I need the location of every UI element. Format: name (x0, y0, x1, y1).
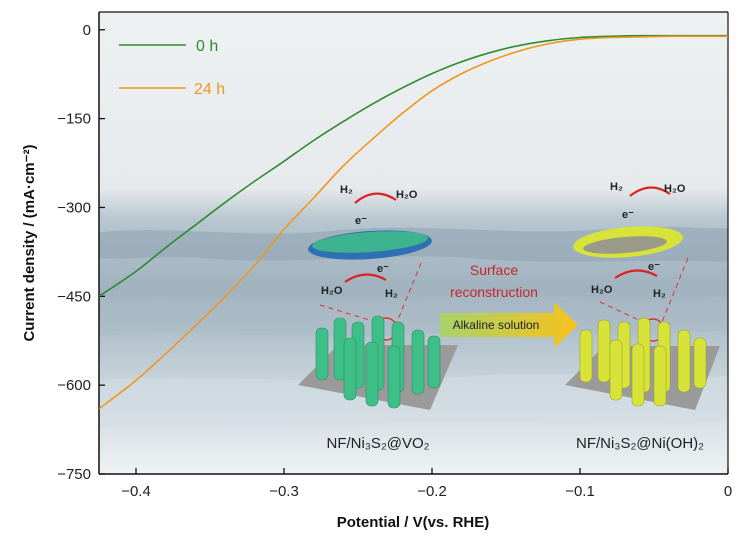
right-zoom-line-a (599, 301, 644, 323)
x-tick-label: −0.2 (417, 483, 447, 500)
y-axis-title: Current density / (mA·cm⁻²) (21, 144, 38, 341)
x-ticks: −0.4 −0.3 −0.2 −0.1 0 (121, 468, 732, 500)
left-zoom-line-a (319, 304, 377, 323)
y-tick-label: 0 (83, 22, 91, 39)
x-tick-label: 0 (724, 483, 732, 500)
right-bottom-arc (614, 269, 658, 279)
left-nanorod (308, 230, 432, 260)
y-ticks: 0 −150 −300 −450 −600 −750 (57, 22, 105, 483)
process-label-line2: reconstruction (450, 284, 538, 300)
left-e-top: e⁻ (355, 215, 367, 227)
series-line-0h (99, 34, 728, 297)
left-h2o-bottom: H₂O (321, 285, 343, 297)
right-top-arc (629, 186, 671, 197)
left-h2-bottom: H₂ (385, 288, 398, 300)
left-bottom-arc (344, 273, 387, 283)
right-nanorod (573, 226, 683, 258)
right-h2-bottom: H₂ (653, 288, 666, 300)
left-e-bottom: e⁻ (377, 263, 389, 275)
x-tick-label: −0.4 (121, 483, 151, 500)
right-e-bottom: e⁻ (648, 261, 660, 273)
x-tick-label: −0.3 (269, 483, 299, 500)
series-line-24h (99, 35, 728, 410)
x-tick-label: −0.1 (565, 483, 595, 500)
left-sample-label: NF/Ni₃S₂@VO₂ (327, 435, 430, 452)
right-electrode (565, 317, 720, 410)
left-top-arc (354, 192, 397, 204)
y-tick-label: −750 (57, 466, 91, 483)
series-layer (99, 34, 728, 410)
alkaline-arrow-label: Alkaline solution (453, 318, 540, 332)
left-h2o-top: H₂O (396, 189, 418, 201)
axes (98, 11, 729, 475)
right-h2-top: H₂ (610, 181, 623, 193)
reconstruction-schematic: H₂ H₂O e⁻ e⁻ H₂O H₂ NF/Ni₃S₂@VO₂ (298, 181, 720, 452)
right-h2o-bottom: H₂O (591, 284, 613, 296)
right-e-top: e⁻ (622, 209, 634, 221)
legend-label-0h: 0 h (196, 38, 218, 55)
right-sample-label: NF/Ni₃S₂@Ni(OH)₂ (576, 435, 704, 452)
process-label-line1: Surface (470, 262, 518, 278)
y-tick-label: −150 (57, 111, 91, 128)
legend-label-24h: 24 h (194, 81, 225, 98)
left-zoom-line-b (396, 262, 422, 323)
legend: 0 h 24 h (119, 38, 225, 98)
alkaline-arrow (440, 302, 578, 348)
y-tick-label: −600 (57, 377, 91, 394)
y-tick-label: −300 (57, 199, 91, 216)
right-zoom-line-b (661, 257, 689, 323)
x-axis-title: Potential / V(vs. RHE) (337, 514, 490, 531)
y-tick-label: −450 (57, 288, 91, 305)
left-electrode (298, 315, 458, 410)
left-h2-top: H₂ (340, 184, 353, 196)
right-h2o-top: H₂O (664, 183, 686, 195)
